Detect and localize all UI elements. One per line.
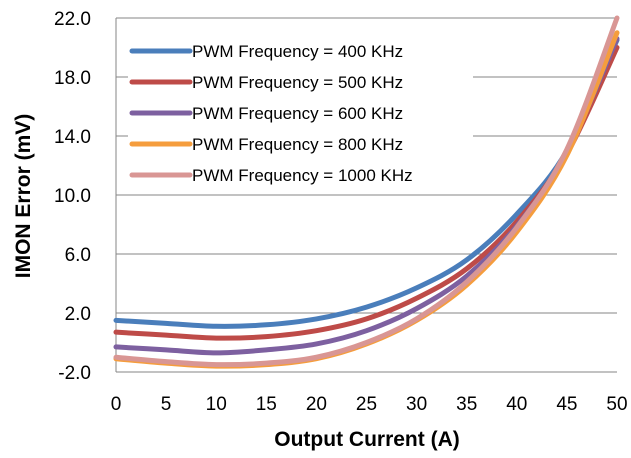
x-tick-label: 0	[111, 394, 122, 415]
y-tick-label: 10.0	[54, 186, 91, 207]
legend-entry-label: PWM Frequency = 800 KHz	[192, 135, 403, 154]
x-tick-label: 10	[206, 394, 227, 415]
x-tick-label: 45	[556, 394, 577, 415]
x-tick-label: 15	[256, 394, 277, 415]
legend-entry-label: PWM Frequency = 500 KHz	[192, 73, 403, 92]
legend: PWM Frequency = 400 KHz PWM Frequency = 5…	[128, 34, 473, 190]
y-tick-label: 14.0	[54, 127, 91, 148]
series-lines	[113, 15, 620, 369]
y-axis-label: IMON Error (mV)	[12, 114, 35, 279]
x-tick-label: 25	[356, 394, 377, 415]
x-tick-label: 50	[606, 394, 627, 415]
x-tick-label: 40	[506, 394, 527, 415]
legend-entry-label: PWM Frequency = 1000 KHz	[192, 166, 413, 185]
legend-entry-label: PWM Frequency = 600 KHz	[192, 104, 403, 123]
y-tick-label: 2.0	[65, 304, 91, 325]
legend-entry-label: PWM Frequency = 400 KHz	[192, 42, 403, 61]
series-line-4	[113, 15, 620, 368]
y-tick-label: 22.0	[54, 9, 91, 30]
x-tick-label: 5	[161, 394, 172, 415]
x-tick-label: 35	[456, 394, 477, 415]
y-tick-label: 18.0	[54, 68, 91, 89]
y-axis-ticks: -2.0 2.0 6.0 10.0 14.0 18.0 22.0	[54, 9, 91, 384]
y-tick-label: -2.0	[58, 363, 91, 384]
x-axis-label: Output Current (A)	[274, 428, 459, 451]
x-tick-label: 20	[306, 394, 327, 415]
y-tick-label: 6.0	[65, 245, 91, 266]
x-axis-ticks: 0 5 10 15 20 25 30 35 40 45 50	[111, 394, 628, 415]
x-tick-label: 30	[406, 394, 427, 415]
